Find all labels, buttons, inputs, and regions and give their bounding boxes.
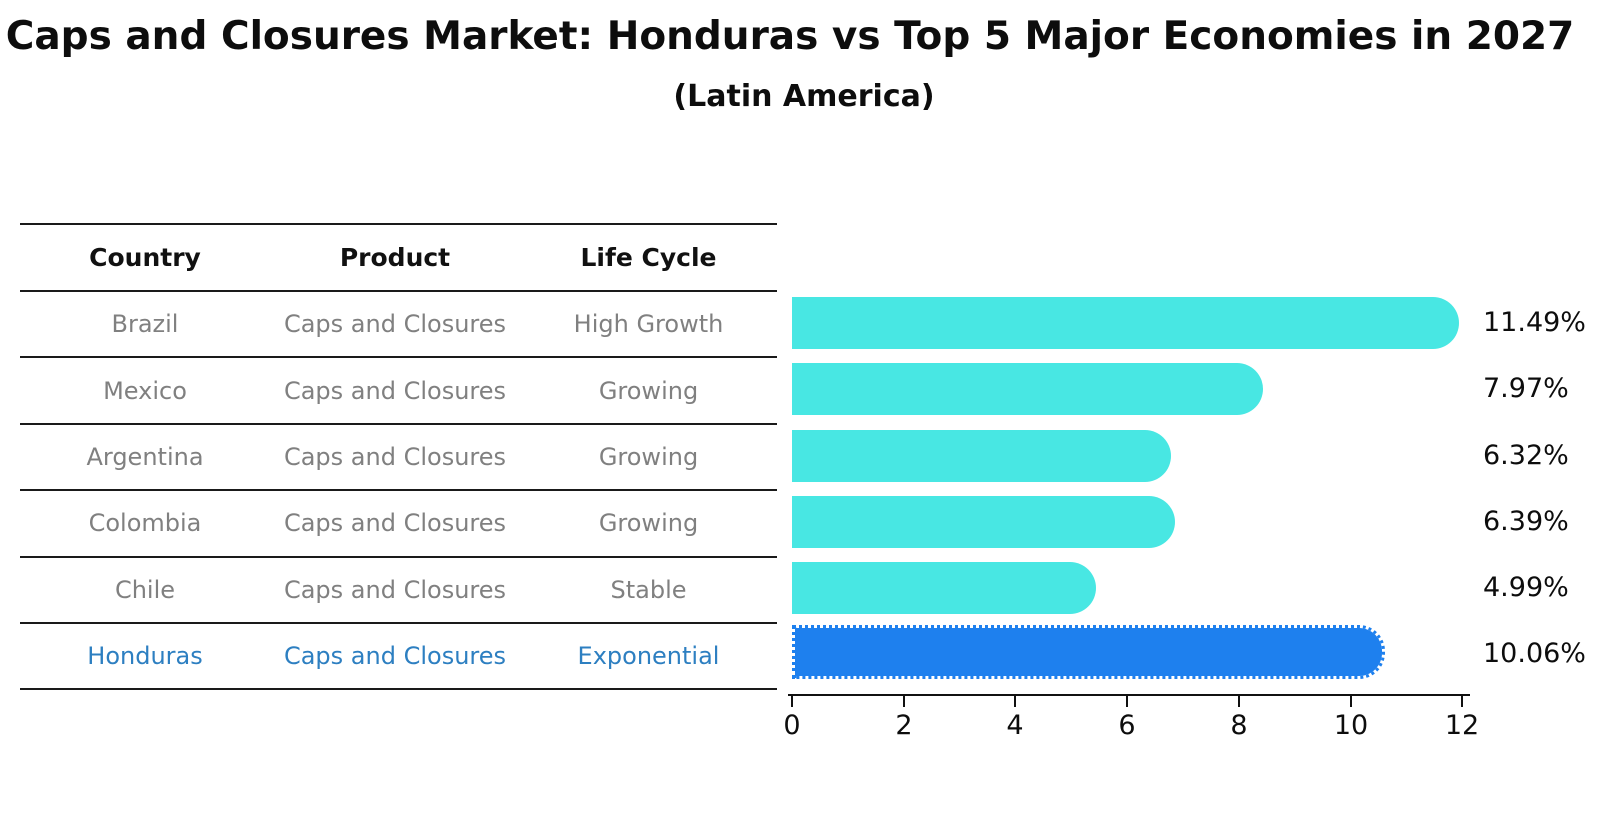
x-axis-tick: [791, 695, 794, 707]
country-table: Country Product Life Cycle Brazil Caps a…: [20, 223, 777, 691]
table-row: Mexico Caps and Closures Growing: [20, 358, 777, 425]
x-tick-label: 0: [783, 710, 801, 741]
value-label: 4.99%: [1483, 572, 1569, 603]
country-cell: Argentina: [86, 442, 204, 471]
x-tick-label: 2: [895, 710, 913, 741]
x-axis-tick: [1461, 695, 1464, 707]
column-header-country: Country: [89, 243, 201, 272]
table-row: Chile Caps and Closures Stable: [20, 558, 777, 624]
value-label: 10.06%: [1483, 638, 1586, 669]
chart-title: Caps and Closures Market: Honduras vs To…: [5, 14, 1575, 59]
life-cycle-cell: Growing: [598, 442, 699, 471]
bar-honduras: [792, 625, 1386, 679]
value-label: 6.39%: [1483, 506, 1569, 537]
x-axis-tick: [903, 695, 906, 707]
table-row: Brazil Caps and Closures High Growth: [20, 292, 777, 359]
life-cycle-cell: Exponential: [577, 642, 720, 671]
product-cell: Caps and Closures: [283, 310, 507, 339]
x-tick-label: 12: [1444, 710, 1480, 741]
product-cell: Caps and Closures: [283, 442, 507, 471]
bar-mexico: [792, 363, 1263, 415]
country-cell: Colombia: [88, 509, 202, 538]
x-axis-tick: [1350, 695, 1353, 707]
product-cell: Caps and Closures: [283, 376, 507, 405]
table-header-row: Country Product Life Cycle: [20, 225, 777, 292]
value-label: 11.49%: [1483, 307, 1586, 338]
chart-subtitle: (Latin America): [673, 79, 935, 114]
product-cell: Caps and Closures: [283, 575, 507, 604]
x-tick-label: 4: [1006, 710, 1024, 741]
x-tick-label: 8: [1230, 710, 1248, 741]
column-header-product: Product: [339, 243, 451, 272]
bar-brazil: [792, 297, 1460, 349]
bar-colombia: [792, 496, 1175, 548]
country-cell: Chile: [114, 575, 176, 604]
table-row: Argentina Caps and Closures Growing: [20, 425, 777, 492]
x-axis-tick: [1238, 695, 1241, 707]
country-cell: Honduras: [87, 642, 203, 671]
bar-argentina: [792, 430, 1171, 482]
table-row-honduras: Honduras Caps and Closures Exponential: [20, 624, 777, 691]
life-cycle-cell: High Growth: [573, 310, 724, 339]
life-cycle-cell: Stable: [610, 575, 687, 604]
country-cell: Mexico: [103, 376, 187, 405]
table-row: Colombia Caps and Closures Growing: [20, 491, 777, 558]
column-header-life-cycle: Life Cycle: [580, 243, 717, 272]
x-tick-label: 6: [1118, 710, 1136, 741]
country-cell: Brazil: [111, 310, 179, 339]
value-label: 6.32%: [1483, 440, 1569, 471]
x-tick-label: 10: [1333, 710, 1369, 741]
x-axis-tick: [1126, 695, 1129, 707]
product-cell: Caps and Closures: [283, 509, 507, 538]
life-cycle-cell: Growing: [598, 509, 699, 538]
x-axis-tick: [1014, 695, 1017, 707]
value-label: 7.97%: [1483, 373, 1569, 404]
product-cell: Caps and Closures: [283, 642, 507, 671]
bar-chile: [792, 562, 1097, 614]
x-axis-line: [788, 694, 1470, 697]
life-cycle-cell: Growing: [598, 376, 699, 405]
